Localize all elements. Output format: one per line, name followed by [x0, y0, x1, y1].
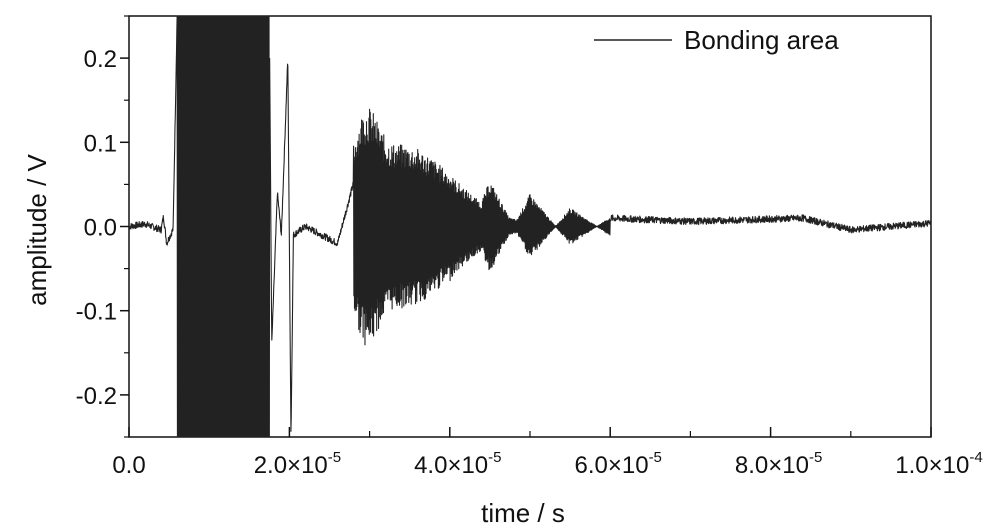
y-tick-label: 0.1	[84, 130, 117, 157]
legend: Bonding area	[594, 25, 839, 55]
x-axis-title: time / s	[481, 498, 565, 528]
y-tick-label: 0.0	[84, 215, 117, 242]
x-tick-label: 1.0×10-4	[895, 449, 982, 479]
y-tick-label: -0.1	[76, 299, 117, 326]
x-tick-label: 4.0×10-5	[414, 449, 501, 479]
x-tick-label: 0.0	[112, 452, 145, 479]
x-tick-label: 8.0×10-5	[735, 449, 822, 479]
plot-area: 0.0 2.0×10-5 4.0×10-5 6.0×10-5 8.0×10-5 1.0×1…	[76, 15, 983, 479]
signal-trace	[128, 15, 932, 438]
y-tick-label: 0.2	[84, 46, 117, 73]
x-axis-ticks: 0.0 2.0×10-5 4.0×10-5 6.0×10-5 8.0×10-5 1.0×1…	[112, 427, 983, 479]
x-tick-label: 2.0×10-5	[254, 449, 341, 479]
y-axis-title: amplitude / V	[22, 153, 52, 305]
y-axis-ticks: 0.2 0.1 0.0 -0.1 -0.2	[76, 15, 129, 438]
y-tick-label: -0.2	[76, 383, 117, 410]
x-tick-label: 6.0×10-5	[574, 449, 661, 479]
legend-label-bonding-area: Bonding area	[684, 25, 839, 55]
